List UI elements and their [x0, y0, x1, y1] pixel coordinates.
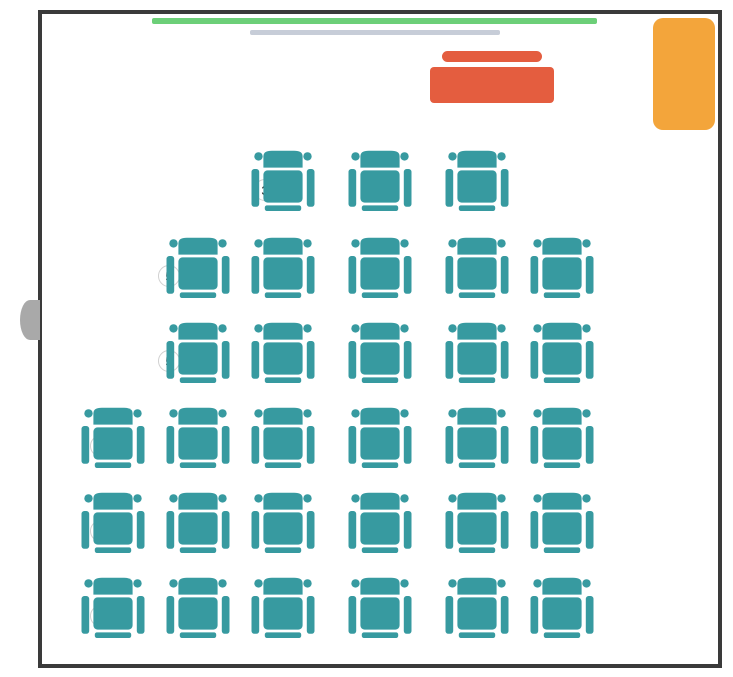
seat-icon [345, 490, 415, 560]
seat-icon [345, 405, 415, 475]
seat-icon [527, 320, 597, 390]
seat-icon [78, 405, 148, 475]
seat-icon [442, 320, 512, 390]
seat-icon [345, 148, 415, 218]
seat-icon [163, 405, 233, 475]
seat-icon [345, 575, 415, 645]
seat-icon [78, 490, 148, 560]
seat-icon [248, 405, 318, 475]
seat-icon [442, 148, 512, 218]
seat-icon [248, 235, 318, 305]
seat-icon [78, 575, 148, 645]
seat-icon [163, 320, 233, 390]
seat-icon [527, 235, 597, 305]
seat-icon [163, 490, 233, 560]
whiteboard-gray-bar [250, 30, 500, 35]
seat-icon [248, 148, 318, 218]
seat-icon [527, 490, 597, 560]
floor-plan: 355666 [0, 0, 733, 677]
seat-icon [248, 490, 318, 560]
seat-icon [345, 235, 415, 305]
seat-icon [442, 405, 512, 475]
seat-icon [527, 575, 597, 645]
whiteboard-green-bar [152, 18, 597, 24]
teacher-desk [430, 67, 554, 103]
seat-icon [163, 235, 233, 305]
teacher-desk-top [442, 51, 542, 62]
seat-icon [248, 575, 318, 645]
seat-icon [163, 575, 233, 645]
seat-icon [442, 235, 512, 305]
seat-icon [248, 320, 318, 390]
door-icon [20, 300, 40, 340]
seat-icon [527, 405, 597, 475]
cabinet [653, 18, 715, 130]
seat-icon [442, 490, 512, 560]
seat-icon [345, 320, 415, 390]
seat-icon [442, 575, 512, 645]
